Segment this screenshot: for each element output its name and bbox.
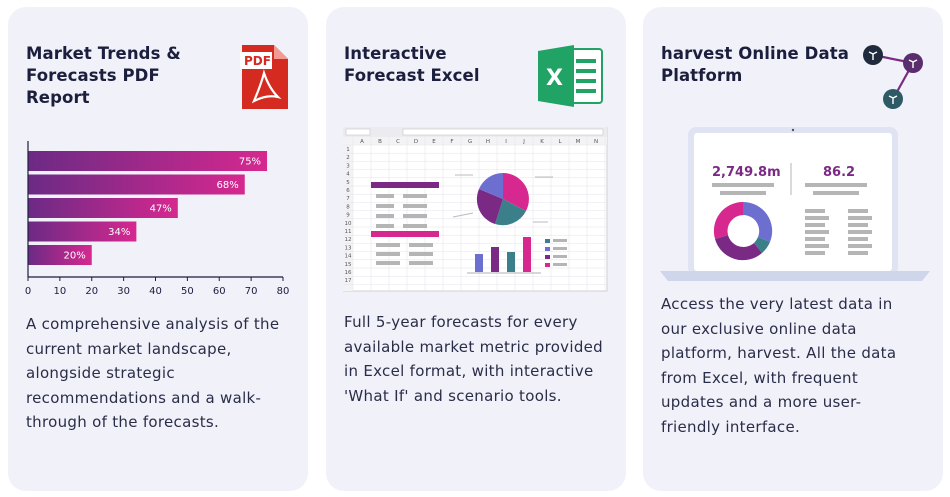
svg-text:X: X (546, 66, 563, 91)
svg-text:PDF: PDF (244, 54, 271, 68)
x-tick-label: 70 (245, 286, 258, 297)
svg-text:B: B (378, 139, 382, 145)
svg-text:K: K (540, 139, 544, 145)
svg-text:M: M (576, 139, 581, 145)
svg-text:J: J (522, 139, 525, 145)
svg-text:H: H (486, 139, 490, 145)
svg-text:4: 4 (346, 172, 350, 178)
svg-text:86.2: 86.2 (823, 165, 855, 180)
svg-text:2: 2 (346, 155, 350, 161)
bar-chart: 75% 68% 47% 34% 20% 0 10 20 30 40 50 60 70 80 (25, 141, 290, 297)
svg-text:C: C (396, 139, 400, 145)
svg-text:12: 12 (345, 237, 352, 243)
bar (28, 151, 268, 171)
svg-text:5: 5 (346, 180, 350, 186)
svg-text:7: 7 (346, 196, 350, 202)
bar (28, 245, 92, 265)
svg-text:9: 9 (346, 213, 350, 219)
svg-text:14: 14 (345, 254, 352, 260)
card-title: Market Trends & Forecasts PDF Report (26, 44, 181, 107)
bar-value-label: 68% (217, 180, 239, 191)
svg-text:17: 17 (345, 278, 352, 284)
svg-text:13: 13 (345, 245, 352, 251)
pdf-report-card[interactable]: Market Trends & Forecasts PDF Report PDF… (8, 7, 308, 491)
svg-text:A: A (360, 139, 364, 145)
svg-text:F: F (450, 139, 453, 145)
x-tick-label: 30 (117, 286, 130, 297)
svg-text:8: 8 (346, 204, 350, 210)
svg-text:N: N (594, 139, 598, 145)
svg-text:1: 1 (346, 147, 350, 153)
pdf-file-icon: PDF (240, 45, 288, 109)
svg-text:10: 10 (345, 221, 352, 227)
card-description: Access the very latest data in our exclu… (661, 295, 897, 436)
card-description: A comprehensive analysis of the current … (26, 315, 280, 431)
svg-text:I: I (505, 139, 507, 145)
bar-value-label: 75% (239, 157, 261, 168)
bar (28, 198, 178, 218)
svg-text:11: 11 (345, 229, 352, 235)
card-description: Full 5-year forecasts for every availabl… (344, 313, 603, 405)
x-tick-label: 20 (85, 286, 98, 297)
svg-text:6: 6 (346, 188, 350, 194)
excel-card[interactable]: Interactive Forecast Excel X A B C D E F G H I J K… (326, 7, 626, 491)
card-title: Interactive Forecast Excel (344, 44, 480, 85)
x-tick-label: 50 (181, 286, 194, 297)
x-tick-label: 80 (277, 286, 290, 297)
x-tick-label: 60 (213, 286, 226, 297)
card-title: harvest Online Data Platform (661, 44, 849, 85)
x-tick-label: 0 (25, 286, 31, 297)
svg-text:L: L (558, 139, 562, 145)
svg-text:16: 16 (345, 270, 352, 276)
bar (28, 221, 137, 242)
bar (28, 174, 245, 195)
svg-text:E: E (432, 139, 436, 145)
bar-value-label: 20% (64, 251, 86, 262)
svg-text:2,749.8m: 2,749.8m (712, 165, 781, 180)
svg-text:D: D (414, 139, 418, 145)
bar-value-label: 34% (108, 227, 130, 238)
bar-value-label: 47% (150, 204, 172, 215)
svg-text:3: 3 (346, 163, 350, 169)
network-nodes-icon (863, 45, 923, 109)
svg-text:G: G (468, 139, 472, 145)
svg-text:15: 15 (345, 262, 352, 268)
laptop-dashboard-illustration: 2,749.8m 86.2 (660, 127, 930, 281)
x-tick-label: 10 (54, 286, 67, 297)
harvest-platform-card[interactable]: harvest Online Data Platform 2,749.8m 86… (643, 7, 943, 491)
excel-icon: X (538, 45, 603, 107)
x-tick-label: 40 (149, 286, 162, 297)
